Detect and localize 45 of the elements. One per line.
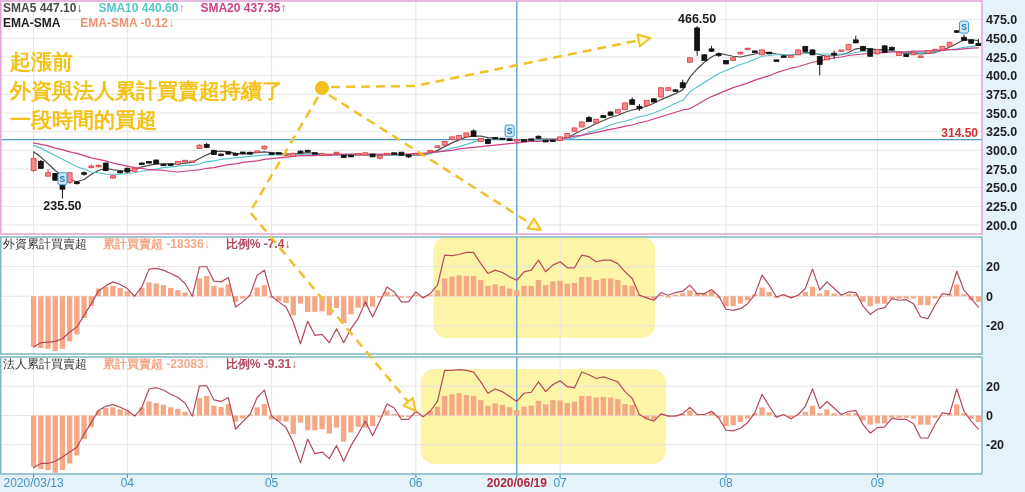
text: 累計買賣超 -18336↓ xyxy=(102,237,210,251)
y-tick-label: 325.0 xyxy=(986,125,1018,140)
ref-line-label: 314.50 xyxy=(941,125,979,140)
y-tick-label: 0 xyxy=(986,289,993,304)
x-tick-label: 2020/06/19 xyxy=(486,476,548,490)
y-tick-label: 250.0 xyxy=(986,181,1018,196)
data-label: S xyxy=(961,22,968,33)
annotation: EMA-SMA -0.12↓ xyxy=(80,16,174,30)
y-tick-label: 350.0 xyxy=(986,106,1018,121)
text: SMA5 447.10↓ xyxy=(3,1,83,15)
y-tick-label: 200.0 xyxy=(986,218,1018,233)
x-tick-label: 05 xyxy=(264,476,279,490)
y-tick-label: 275.0 xyxy=(986,162,1018,177)
y-tick-label: 20 xyxy=(986,379,1000,394)
text: 累計買賣超 -23083↓ xyxy=(102,357,210,371)
x-tick-label: 04 xyxy=(120,476,135,490)
y-tick-label: 375.0 xyxy=(986,87,1018,102)
x-tick-label: 2020/03/13 xyxy=(3,476,64,490)
y-tick-label: 20 xyxy=(986,260,1000,275)
annotation: 235.50 xyxy=(43,198,82,213)
text: SMA20 437.35↑ xyxy=(200,1,287,15)
y-tick-label: 400.0 xyxy=(986,69,1018,84)
chart-title: 法人累計買賣超 xyxy=(3,357,87,371)
y-tick-label: -20 xyxy=(986,438,1005,453)
y-tick-label: 475.0 xyxy=(986,13,1018,28)
y-tick-label: 0 xyxy=(986,409,993,423)
text: SMA10 440.60↑ xyxy=(98,1,185,15)
annotation: 466.50 xyxy=(678,12,717,27)
text: 比例% -9.31↓ xyxy=(225,357,298,371)
data-label: S xyxy=(59,173,66,184)
annotation: 外資與法人累計買賣超持續了 xyxy=(9,79,283,103)
y-tick-label: 300.0 xyxy=(986,143,1018,158)
y-tick-label: -20 xyxy=(986,319,1005,334)
annotation: 一段時間的買超 xyxy=(10,108,157,131)
chart-title: 外資累計買賣超 xyxy=(3,237,87,251)
y-tick-label: 450.0 xyxy=(986,31,1018,46)
x-tick-label: 08 xyxy=(719,476,733,490)
annotation: 起漲前 xyxy=(9,50,73,73)
x-tick-label: 09 xyxy=(870,476,885,490)
data-label: S xyxy=(506,125,513,136)
y-tick-label: 425.0 xyxy=(986,50,1018,65)
annotation: EMA-SMA xyxy=(3,16,61,30)
x-tick-label: 07 xyxy=(553,476,568,490)
y-tick-label: 225.0 xyxy=(986,199,1018,214)
x-tick-label: 06 xyxy=(409,476,423,490)
